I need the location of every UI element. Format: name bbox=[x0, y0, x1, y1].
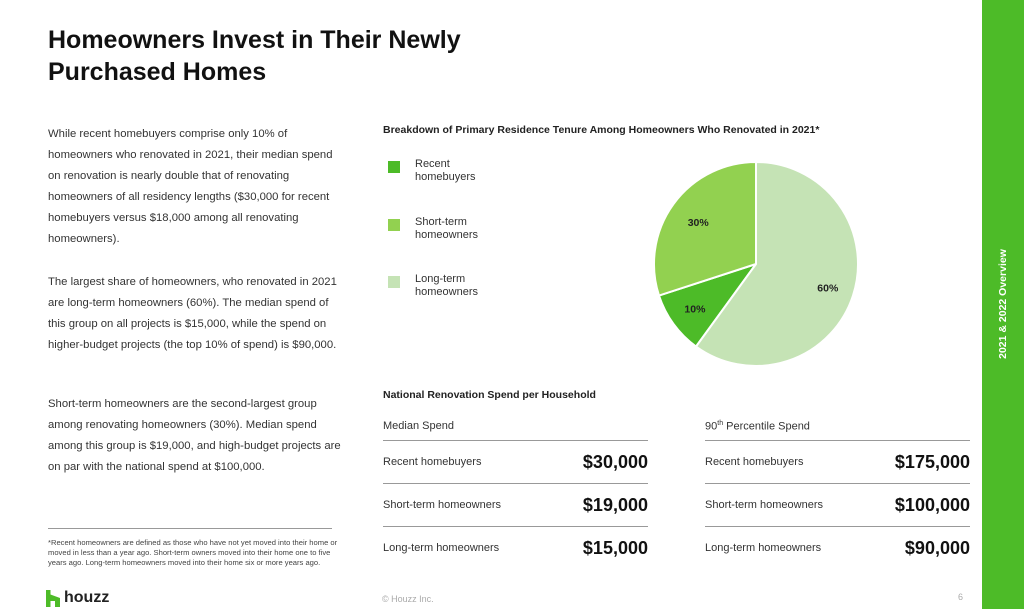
header-number: 90 bbox=[705, 420, 718, 433]
pie-label-long-term: 60% bbox=[817, 282, 839, 294]
paragraph-long-term: The largest share of homeowners, who ren… bbox=[48, 276, 337, 351]
table-divider bbox=[383, 483, 648, 484]
row-value: $19,000 bbox=[582, 494, 648, 515]
row-label: Short-term homeowners bbox=[383, 499, 501, 511]
chart-legend: Recent homebuyers Short-term homeowners … bbox=[388, 158, 528, 308]
legend-item-recent: Recent homebuyers bbox=[388, 158, 505, 184]
footnote: *Recent homeowners are defined as those … bbox=[48, 538, 338, 567]
pie-slice-long-term bbox=[694, 160, 859, 367]
row-label: Long-term homeowners bbox=[383, 542, 500, 554]
legend-label-short-term: Short-term homeowners bbox=[415, 216, 478, 241]
table-row: Recent homebuyers $30,000 bbox=[383, 441, 648, 483]
chart-title: Breakdown of Primary Residence Tenure Am… bbox=[383, 124, 820, 136]
legend-swatch-long-term bbox=[388, 276, 400, 288]
percentile-spend-header: 90th Percentile Spend bbox=[705, 420, 970, 440]
table-divider bbox=[383, 526, 648, 527]
table-row: Short-term homeowners $100,000 bbox=[705, 484, 970, 526]
table-divider bbox=[705, 440, 970, 441]
table-row: Long-term homeowners $15,000 bbox=[383, 527, 648, 569]
pie-label-short-term: 30% bbox=[688, 217, 710, 229]
legend-label-recent: Recent homebuyers bbox=[415, 158, 476, 183]
paragraph-recent: While recent homebuyers comprise only 10… bbox=[48, 128, 333, 245]
row-value: $30,000 bbox=[582, 451, 648, 472]
median-spend-header: Median Spend bbox=[383, 420, 454, 432]
row-value: $15,000 bbox=[582, 537, 648, 558]
pie-chart: 10% 30% 60% bbox=[653, 160, 859, 367]
page-title: Homeowners Invest in Their Newly Purchas… bbox=[48, 26, 461, 86]
legend-swatch-recent bbox=[388, 161, 400, 173]
spend-title: National Renovation Spend per Household bbox=[383, 389, 596, 401]
table-row: Recent homebuyers $175,000 bbox=[705, 441, 970, 483]
row-value: $100,000 bbox=[894, 494, 970, 515]
pie-label-recent: 10% bbox=[684, 303, 706, 315]
logo-text: houzz bbox=[64, 589, 110, 606]
table-divider bbox=[383, 440, 648, 441]
legend-swatch-short-term bbox=[388, 219, 400, 231]
page-number: 6 bbox=[958, 592, 964, 602]
row-value: $90,000 bbox=[904, 537, 970, 558]
footnote-divider bbox=[48, 528, 332, 529]
paragraph-short-term: Short-term homeowners are the second-lar… bbox=[48, 398, 341, 473]
table-row: Long-term homeowners $90,000 bbox=[705, 527, 970, 569]
legend-label-long-term: Long-term homeowners bbox=[415, 273, 478, 298]
table-divider bbox=[705, 483, 970, 484]
row-label: Recent homebuyers bbox=[383, 456, 482, 468]
copyright: © Houzz Inc. bbox=[382, 594, 434, 604]
row-label: Recent homebuyers bbox=[705, 456, 804, 468]
houzz-logo: houzz bbox=[46, 589, 109, 607]
pie-slice-short-term bbox=[653, 160, 757, 297]
table-row: Short-term homeowners $19,000 bbox=[383, 484, 648, 526]
header-rest: Percentile Spend bbox=[723, 420, 810, 433]
row-label: Short-term homeowners bbox=[705, 499, 823, 511]
legend-item-short-term: Short-term homeowners bbox=[388, 216, 505, 242]
row-label: Long-term homeowners bbox=[705, 542, 822, 554]
table-divider bbox=[705, 526, 970, 527]
houzz-logo-icon bbox=[46, 589, 60, 607]
header-ordinal: th bbox=[717, 420, 724, 427]
legend-item-long-term: Long-term homeowners bbox=[388, 273, 505, 299]
side-bar bbox=[982, 0, 1024, 609]
percentile-spend-table: 90th Percentile Spend Recent homebuyers … bbox=[705, 420, 970, 569]
median-spend-table: Median Spend Recent homebuyers $30,000 S… bbox=[383, 420, 648, 569]
side-label: 2021 & 2022 Overview bbox=[997, 249, 1009, 359]
row-value: $175,000 bbox=[894, 451, 970, 472]
